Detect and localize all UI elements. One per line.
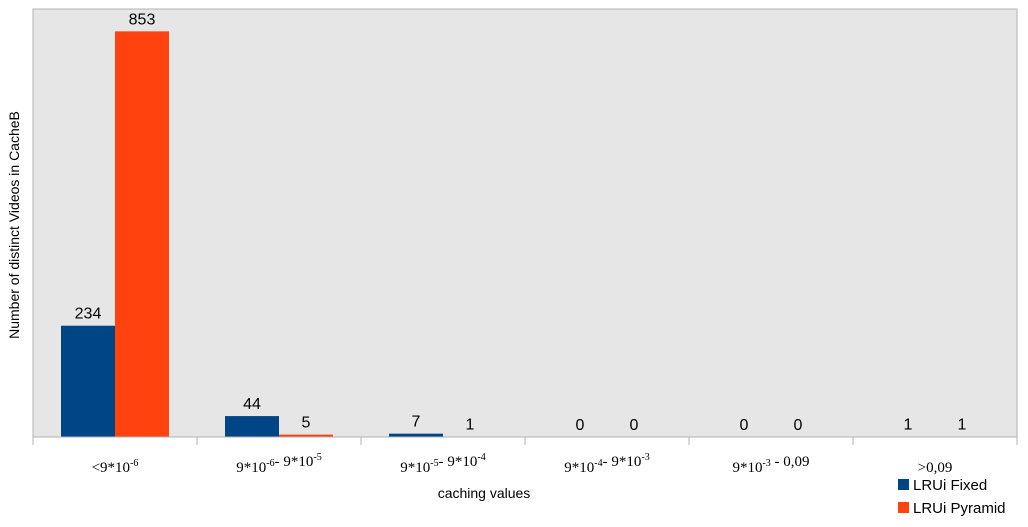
plot-area (32, 8, 1018, 438)
legend-swatch (898, 479, 909, 490)
legend: LRUi Fixed LRUi Pyramid (898, 477, 1006, 517)
data-label: 0 (794, 417, 803, 434)
data-label: 44 (243, 396, 261, 413)
bar-lrui-fixed (61, 325, 115, 437)
data-label: 0 (740, 417, 749, 434)
x-tick-label: 9*10-3 - 0,09 (732, 454, 809, 476)
x-tick-labels-group: <9*10-6 9*10-6- 9*10-5 9*10-5- 9*10-4 9*10-… (92, 452, 953, 476)
x-tick-label: 9*10-6- 9*10-5 (236, 452, 321, 476)
data-label: 234 (75, 306, 102, 323)
legend-label: LRUi Pyramid (913, 500, 1006, 517)
data-label: 5 (302, 415, 311, 432)
data-label: 7 (412, 414, 421, 431)
bar-lrui-pyramid (279, 434, 333, 437)
data-label: 1 (904, 417, 913, 434)
x-ticks-group (32, 436, 1018, 445)
legend-swatch (898, 502, 909, 513)
bars-group (61, 31, 989, 438)
data-label: 0 (576, 417, 585, 434)
x-tick-label: 9*10-5- 9*10-4 (400, 452, 485, 476)
bar-lrui-pyramid (115, 31, 169, 438)
data-label: 1 (958, 417, 967, 434)
data-label: 1 (466, 417, 475, 434)
legend-label: LRUi Fixed (913, 477, 987, 494)
y-axis-title: Number of distinct Videos in CacheB (6, 111, 22, 339)
bar-lrui-fixed (225, 416, 279, 437)
x-tick-label: <9*10-6 (92, 458, 139, 476)
x-tick-label: 9*10-4- 9*10-3 (564, 452, 649, 476)
x-axis-title: caching values (438, 485, 531, 501)
bar-lrui-fixed (389, 433, 443, 437)
data-labels-group: 234 853 44 5 7 1 0 0 0 0 1 1 (75, 11, 967, 434)
data-label: 853 (129, 11, 156, 28)
data-label: 0 (630, 417, 639, 434)
x-tick-label: >0,09 (918, 460, 953, 476)
